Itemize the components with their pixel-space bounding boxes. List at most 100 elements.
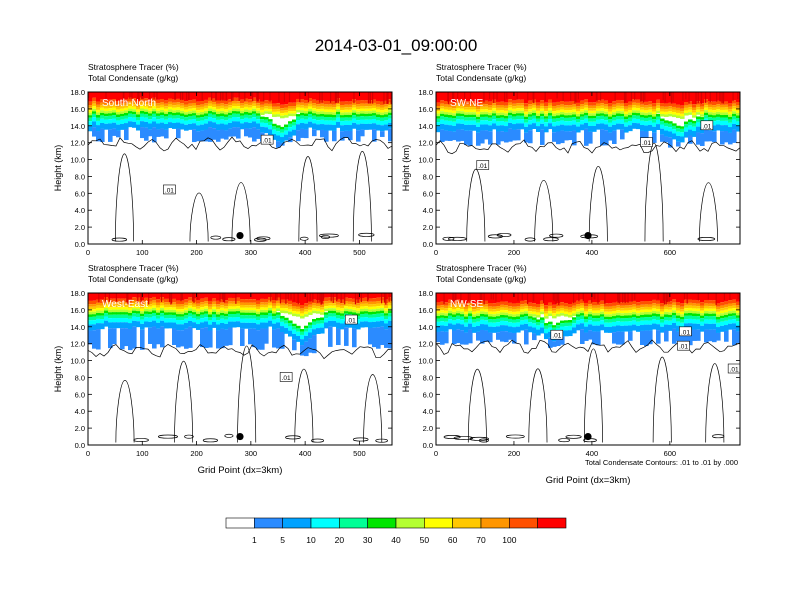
contour-line (133, 438, 149, 443)
tracer-cell (688, 313, 693, 316)
tracer-cell (720, 293, 725, 303)
tracer-cell (264, 92, 269, 101)
tracer-streak (256, 92, 258, 102)
tracer-cell (520, 115, 525, 120)
condensate-cell (148, 327, 153, 344)
tracer-cell (444, 325, 449, 332)
tracer-cell (348, 114, 353, 118)
tracer-cell (712, 121, 717, 126)
tracer-cell (176, 122, 181, 129)
tracer-cell (272, 133, 277, 140)
tracer-cell (664, 106, 669, 110)
tracer-cell (684, 310, 689, 314)
tracer-cell (488, 308, 493, 312)
tracer-cell (136, 120, 141, 125)
tracer-cell (556, 101, 561, 106)
tracer-cell (216, 324, 221, 331)
condensate-cell (724, 330, 729, 342)
tracer-cell (568, 107, 573, 111)
tracer-cell (464, 120, 469, 125)
tracer-cell (156, 305, 161, 308)
tracer-cell (712, 117, 717, 122)
tracer-cell (320, 323, 325, 328)
tracer-cell (304, 311, 309, 315)
tracer-cell (164, 307, 169, 310)
tracer-cell (312, 103, 317, 106)
tracer-cell (732, 308, 737, 311)
tracer-cell (500, 314, 505, 318)
tracer-cell (440, 307, 445, 311)
tracer-cell (568, 117, 573, 122)
tracer-cell (316, 311, 321, 314)
tracer-cell (656, 110, 661, 114)
tracer-cell (168, 114, 173, 118)
tracer-cell (700, 114, 705, 117)
tracer-cell (212, 109, 217, 113)
tracer-cell (132, 313, 137, 317)
tracer-cell (388, 115, 392, 119)
tracer-cell (164, 312, 169, 315)
tracer-cell (208, 311, 213, 315)
contour-line (442, 236, 455, 241)
tracer-cell (680, 306, 685, 310)
tracer-cell (700, 111, 705, 115)
tracer-cell (180, 314, 185, 317)
y-axis-label: Height (km) (401, 346, 411, 393)
tracer-cell (260, 312, 265, 315)
tracer-cell (248, 305, 253, 308)
tracer-cell (204, 303, 209, 307)
tracer-cell (120, 92, 125, 101)
tracer-cell (180, 324, 185, 331)
tracer-cell (640, 107, 645, 110)
tracer-cell (176, 314, 181, 317)
tracer-cell (532, 115, 537, 119)
condensate-cell (160, 128, 165, 137)
y-tick-label: 14.0 (70, 122, 85, 131)
tracer-cell (304, 103, 309, 106)
tracer-cell (720, 107, 725, 110)
tracer-cell (620, 302, 625, 306)
tracer-cell (524, 308, 529, 312)
tracer-cell (176, 316, 181, 321)
tracer-cell (484, 106, 489, 110)
tracer-cell (104, 113, 109, 117)
tracer-cell (300, 334, 305, 340)
tracer-cell (584, 316, 589, 320)
tracer-cell (240, 307, 245, 311)
tracer-cell (468, 112, 473, 115)
tracer-streak (593, 293, 595, 300)
condensate-cell (668, 137, 673, 148)
tracer-streak (170, 293, 173, 304)
tracer-cell (324, 293, 329, 298)
tracer-cell (180, 108, 185, 111)
tracer-cell (284, 124, 289, 128)
tracer-cell (512, 327, 517, 333)
condensate-cell (596, 331, 601, 346)
tracer-cell (144, 104, 149, 107)
tracer-cell (580, 92, 585, 101)
tracer-cell (316, 106, 321, 110)
tracer-cell (732, 305, 737, 309)
tracer-cell (572, 114, 577, 118)
tracer-cell (468, 323, 473, 330)
tracer-cell (600, 123, 605, 130)
tracer-cell (164, 116, 169, 120)
tracer-cell (348, 112, 353, 115)
tracer-streak (383, 293, 386, 303)
tracer-cell (640, 309, 645, 313)
tracer-cell (648, 293, 653, 302)
tracer-cell (648, 324, 653, 331)
tracer-cell (136, 303, 141, 307)
tracer-cell (672, 302, 677, 306)
tracer-cell (612, 117, 617, 121)
tracer-cell (612, 124, 617, 131)
tracer-cell (664, 114, 669, 117)
tracer-cell (228, 122, 233, 129)
tracer-cell (720, 318, 725, 322)
tracer-cell (584, 115, 589, 119)
tracer-cell (260, 104, 265, 108)
tracer-cell (588, 324, 593, 331)
tracer-cell (544, 305, 549, 309)
tracer-cell (248, 115, 253, 119)
tracer-cell (120, 119, 125, 124)
